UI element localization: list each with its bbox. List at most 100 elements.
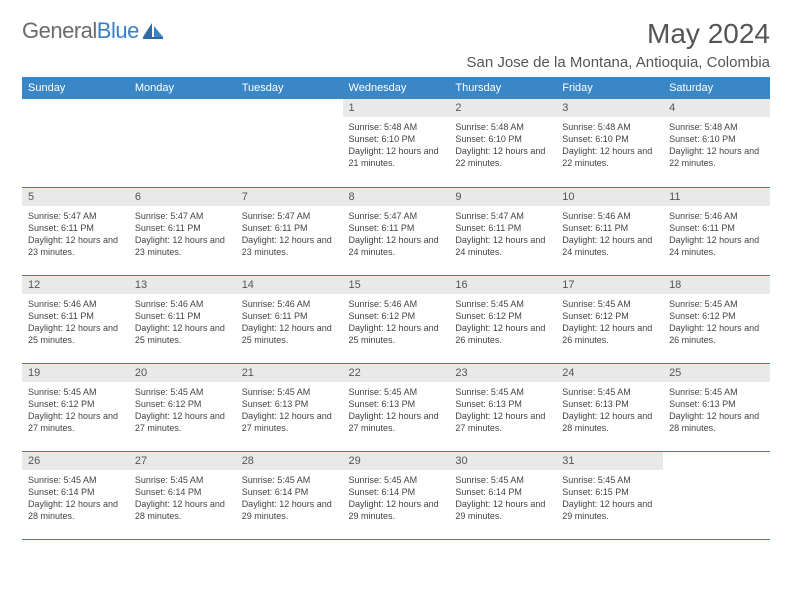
day-number: 11: [663, 188, 770, 206]
day-cell-5: 5Sunrise: 5:47 AMSunset: 6:11 PMDaylight…: [22, 187, 129, 275]
week-row: 26Sunrise: 5:45 AMSunset: 6:14 PMDayligh…: [22, 451, 770, 539]
day-data: Sunrise: 5:45 AMSunset: 6:14 PMDaylight:…: [343, 470, 450, 527]
day-data: Sunrise: 5:48 AMSunset: 6:10 PMDaylight:…: [663, 117, 770, 174]
day-number: 2: [449, 99, 556, 117]
day-cell-15: 15Sunrise: 5:46 AMSunset: 6:12 PMDayligh…: [343, 275, 450, 363]
day-number: 26: [22, 452, 129, 470]
day-number: 12: [22, 276, 129, 294]
day-number: 18: [663, 276, 770, 294]
day-data: Sunrise: 5:48 AMSunset: 6:10 PMDaylight:…: [449, 117, 556, 174]
day-number: 10: [556, 188, 663, 206]
logo-sail-icon: [143, 23, 163, 39]
day-cell-8: 8Sunrise: 5:47 AMSunset: 6:11 PMDaylight…: [343, 187, 450, 275]
day-data: Sunrise: 5:46 AMSunset: 6:11 PMDaylight:…: [236, 294, 343, 351]
week-row: 5Sunrise: 5:47 AMSunset: 6:11 PMDaylight…: [22, 187, 770, 275]
logo-word-1: General: [22, 18, 97, 43]
day-data: Sunrise: 5:46 AMSunset: 6:11 PMDaylight:…: [22, 294, 129, 351]
day-cell-3: 3Sunrise: 5:48 AMSunset: 6:10 PMDaylight…: [556, 99, 663, 187]
day-data: Sunrise: 5:45 AMSunset: 6:14 PMDaylight:…: [22, 470, 129, 527]
week-row: 12Sunrise: 5:46 AMSunset: 6:11 PMDayligh…: [22, 275, 770, 363]
day-data: Sunrise: 5:46 AMSunset: 6:11 PMDaylight:…: [663, 206, 770, 263]
day-cell-29: 29Sunrise: 5:45 AMSunset: 6:14 PMDayligh…: [343, 451, 450, 539]
logo-word-2: Blue: [97, 18, 139, 43]
day-cell-20: 20Sunrise: 5:45 AMSunset: 6:12 PMDayligh…: [129, 363, 236, 451]
day-cell-7: 7Sunrise: 5:47 AMSunset: 6:11 PMDaylight…: [236, 187, 343, 275]
day-number: 25: [663, 364, 770, 382]
day-cell-13: 13Sunrise: 5:46 AMSunset: 6:11 PMDayligh…: [129, 275, 236, 363]
day-cell-10: 10Sunrise: 5:46 AMSunset: 6:11 PMDayligh…: [556, 187, 663, 275]
day-data: Sunrise: 5:46 AMSunset: 6:12 PMDaylight:…: [343, 294, 450, 351]
day-number: 23: [449, 364, 556, 382]
day-cell-11: 11Sunrise: 5:46 AMSunset: 6:11 PMDayligh…: [663, 187, 770, 275]
day-data: Sunrise: 5:47 AMSunset: 6:11 PMDaylight:…: [236, 206, 343, 263]
day-cell-30: 30Sunrise: 5:45 AMSunset: 6:14 PMDayligh…: [449, 451, 556, 539]
title-block: May 2024 San Jose de la Montana, Antioqu…: [466, 18, 770, 71]
weekday-header-sunday: Sunday: [22, 77, 129, 99]
month-title: May 2024: [466, 18, 770, 50]
day-number: 9: [449, 188, 556, 206]
day-data: Sunrise: 5:45 AMSunset: 6:12 PMDaylight:…: [22, 382, 129, 439]
day-data: Sunrise: 5:45 AMSunset: 6:14 PMDaylight:…: [449, 470, 556, 527]
day-cell-24: 24Sunrise: 5:45 AMSunset: 6:13 PMDayligh…: [556, 363, 663, 451]
day-number: 13: [129, 276, 236, 294]
day-cell-2: 2Sunrise: 5:48 AMSunset: 6:10 PMDaylight…: [449, 99, 556, 187]
day-number: 29: [343, 452, 450, 470]
day-number: 1: [343, 99, 450, 117]
day-cell-27: 27Sunrise: 5:45 AMSunset: 6:14 PMDayligh…: [129, 451, 236, 539]
page-header: GeneralBlue May 2024 San Jose de la Mont…: [22, 18, 770, 71]
day-data: Sunrise: 5:48 AMSunset: 6:10 PMDaylight:…: [556, 117, 663, 174]
weekday-header-thursday: Thursday: [449, 77, 556, 99]
day-data: Sunrise: 5:47 AMSunset: 6:11 PMDaylight:…: [449, 206, 556, 263]
day-number: 4: [663, 99, 770, 117]
day-data: Sunrise: 5:47 AMSunset: 6:11 PMDaylight:…: [129, 206, 236, 263]
day-data: Sunrise: 5:47 AMSunset: 6:11 PMDaylight:…: [22, 206, 129, 263]
day-cell-23: 23Sunrise: 5:45 AMSunset: 6:13 PMDayligh…: [449, 363, 556, 451]
day-cell-22: 22Sunrise: 5:45 AMSunset: 6:13 PMDayligh…: [343, 363, 450, 451]
day-cell-1: 1Sunrise: 5:48 AMSunset: 6:10 PMDaylight…: [343, 99, 450, 187]
day-number: 30: [449, 452, 556, 470]
day-data: Sunrise: 5:45 AMSunset: 6:15 PMDaylight:…: [556, 470, 663, 527]
logo-text: GeneralBlue: [22, 18, 139, 44]
day-number: 6: [129, 188, 236, 206]
day-number: 24: [556, 364, 663, 382]
day-data: Sunrise: 5:47 AMSunset: 6:11 PMDaylight:…: [343, 206, 450, 263]
day-data: Sunrise: 5:45 AMSunset: 6:12 PMDaylight:…: [663, 294, 770, 351]
weekday-header-row: SundayMondayTuesdayWednesdayThursdayFrid…: [22, 77, 770, 99]
day-data: Sunrise: 5:45 AMSunset: 6:13 PMDaylight:…: [343, 382, 450, 439]
day-data: Sunrise: 5:45 AMSunset: 6:14 PMDaylight:…: [236, 470, 343, 527]
day-data: Sunrise: 5:45 AMSunset: 6:12 PMDaylight:…: [449, 294, 556, 351]
weekday-header-friday: Friday: [556, 77, 663, 99]
day-cell-28: 28Sunrise: 5:45 AMSunset: 6:14 PMDayligh…: [236, 451, 343, 539]
day-cell-17: 17Sunrise: 5:45 AMSunset: 6:12 PMDayligh…: [556, 275, 663, 363]
day-number: 17: [556, 276, 663, 294]
day-number: 3: [556, 99, 663, 117]
day-data: Sunrise: 5:45 AMSunset: 6:13 PMDaylight:…: [556, 382, 663, 439]
weekday-header-tuesday: Tuesday: [236, 77, 343, 99]
day-cell-9: 9Sunrise: 5:47 AMSunset: 6:11 PMDaylight…: [449, 187, 556, 275]
weekday-header-saturday: Saturday: [663, 77, 770, 99]
day-cell-4: 4Sunrise: 5:48 AMSunset: 6:10 PMDaylight…: [663, 99, 770, 187]
day-data: Sunrise: 5:48 AMSunset: 6:10 PMDaylight:…: [343, 117, 450, 174]
empty-cell: [22, 99, 129, 187]
day-cell-16: 16Sunrise: 5:45 AMSunset: 6:12 PMDayligh…: [449, 275, 556, 363]
day-data: Sunrise: 5:45 AMSunset: 6:14 PMDaylight:…: [129, 470, 236, 527]
day-number: 8: [343, 188, 450, 206]
empty-cell: [236, 99, 343, 187]
day-cell-25: 25Sunrise: 5:45 AMSunset: 6:13 PMDayligh…: [663, 363, 770, 451]
day-data: Sunrise: 5:45 AMSunset: 6:12 PMDaylight:…: [556, 294, 663, 351]
day-number: 19: [22, 364, 129, 382]
day-data: Sunrise: 5:45 AMSunset: 6:12 PMDaylight:…: [129, 382, 236, 439]
location-text: San Jose de la Montana, Antioquia, Colom…: [466, 54, 770, 71]
day-data: Sunrise: 5:45 AMSunset: 6:13 PMDaylight:…: [449, 382, 556, 439]
day-cell-19: 19Sunrise: 5:45 AMSunset: 6:12 PMDayligh…: [22, 363, 129, 451]
day-number: 27: [129, 452, 236, 470]
day-cell-6: 6Sunrise: 5:47 AMSunset: 6:11 PMDaylight…: [129, 187, 236, 275]
day-number: 15: [343, 276, 450, 294]
day-cell-12: 12Sunrise: 5:46 AMSunset: 6:11 PMDayligh…: [22, 275, 129, 363]
day-number: 5: [22, 188, 129, 206]
logo: GeneralBlue: [22, 18, 163, 44]
day-number: 14: [236, 276, 343, 294]
day-cell-26: 26Sunrise: 5:45 AMSunset: 6:14 PMDayligh…: [22, 451, 129, 539]
day-number: 20: [129, 364, 236, 382]
day-cell-31: 31Sunrise: 5:45 AMSunset: 6:15 PMDayligh…: [556, 451, 663, 539]
